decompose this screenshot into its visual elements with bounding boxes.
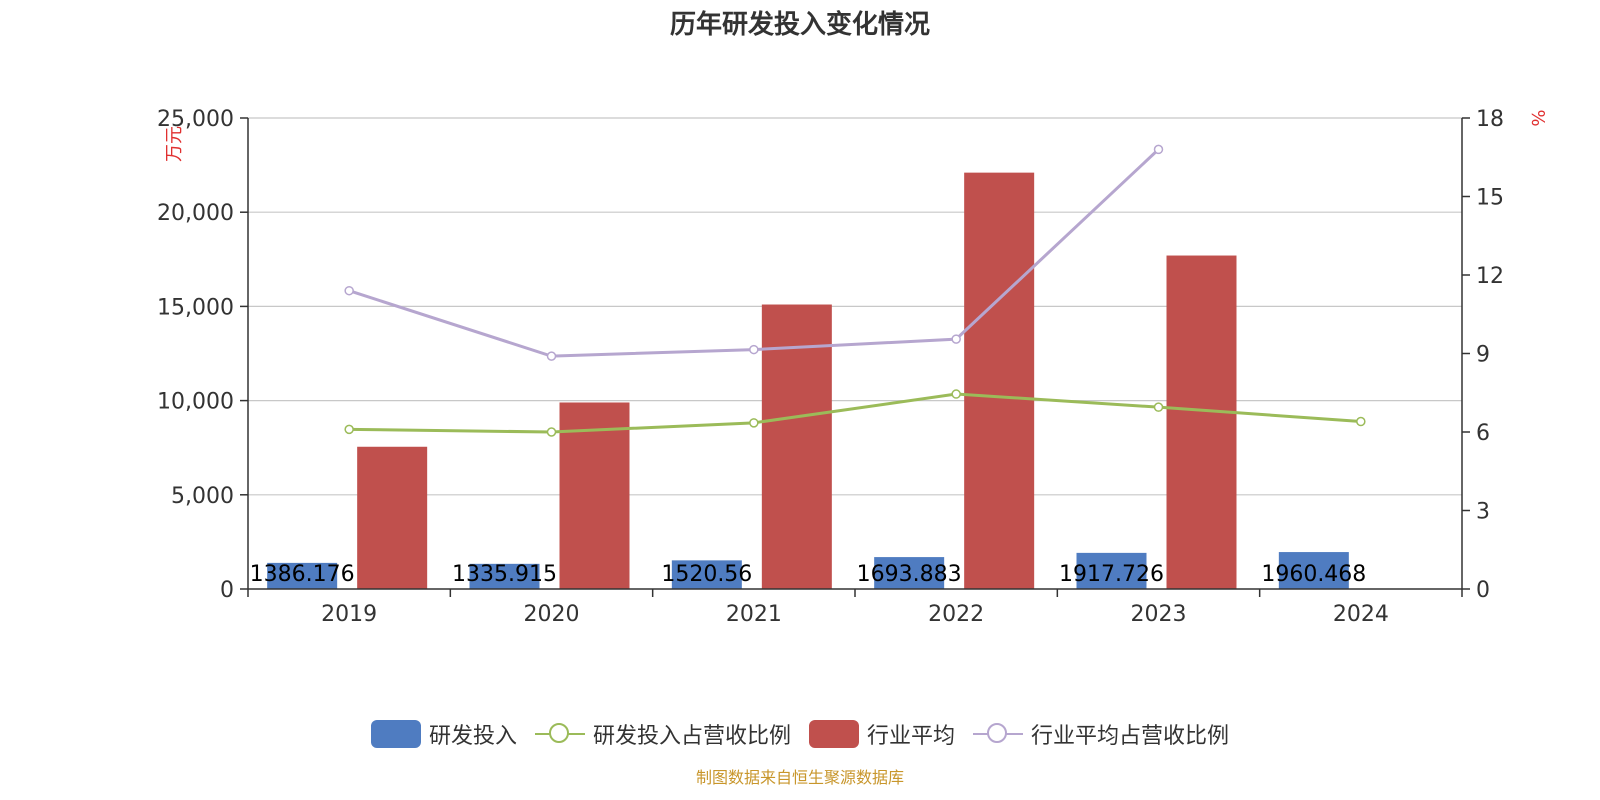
bar-industry [761, 304, 832, 589]
industry-ratio-point [1153, 144, 1164, 155]
legend-label-industry: 行业平均 [867, 724, 956, 749]
bar-industry [357, 446, 428, 589]
legend-swatch-industry-ratio [973, 720, 1024, 748]
rd-ratio-point [546, 427, 557, 437]
rd-ratio-point [951, 389, 961, 399]
rd-ratio-point [749, 418, 759, 428]
y-left-axis-label: 万元 [164, 126, 185, 162]
bar-label-rd: 1520.56 [661, 562, 752, 587]
rd-ratio-point [1153, 402, 1164, 412]
rd-ratio-point [1356, 416, 1366, 427]
bar-rd [1076, 552, 1147, 589]
y-right-tick-label: 6 [1476, 421, 1490, 446]
y-right-tick-label: 15 [1476, 186, 1504, 211]
y-left-tick-label: 20,000 [157, 201, 234, 226]
industry-ratio-point [344, 285, 354, 296]
y-right-tick-label: 0 [1476, 578, 1490, 603]
y-left-tick-label: 15,000 [157, 295, 234, 320]
bar-label-rd: 1693.883 [857, 562, 962, 587]
legend-label-rd-ratio: 研发投入占营收比例 [592, 724, 791, 749]
legend-item-rd[interactable]: 研发投入 [370, 718, 517, 750]
source-note: 制图数据来自恒生聚源数据库 [695, 768, 904, 787]
bar-industry [964, 172, 1035, 590]
bar-label-rd: 1960.468 [1261, 562, 1366, 587]
y-left-tick-label: 10,000 [157, 390, 234, 415]
bar-rd [874, 557, 945, 589]
x-tick-label: 2023 [1131, 602, 1187, 627]
x-tick-label: 2022 [928, 602, 984, 627]
bar-rd [671, 560, 742, 589]
industry-ratio-point [749, 344, 759, 355]
x-tick-label: 2020 [524, 602, 580, 627]
legend-swatch-rd-ratio [534, 720, 585, 748]
legend-label-rd: 研发投入 [428, 724, 517, 749]
legend-item-industry[interactable]: 行业平均 [809, 718, 955, 750]
bar-rd [469, 563, 540, 589]
y-right-axis-label: % [1527, 109, 1548, 126]
legend-swatch-rd [370, 720, 421, 748]
legend-label-industry-ratio: 行业平均占营收比例 [1031, 724, 1230, 749]
legend: 研发投入 研发投入占营收比例 行业平均 行业平均占营收比例 [0, 718, 1600, 750]
bar-rd [1278, 552, 1349, 589]
bar-industry [1166, 255, 1237, 590]
x-tick-label: 2019 [321, 602, 377, 627]
rd-ratio-point [344, 424, 354, 435]
x-tick-label: 2024 [1333, 602, 1389, 627]
bar-label-rd: 1386.176 [250, 562, 355, 587]
bar-rd [267, 562, 338, 589]
legend-item-industry-ratio[interactable]: 行业平均占营收比例 [973, 718, 1229, 750]
y-right-tick-label: 9 [1476, 343, 1490, 368]
industry-ratio-point [951, 334, 961, 344]
y-right-tick-label: 3 [1476, 500, 1490, 525]
industry-ratio-line [348, 148, 1160, 358]
bar-label-rd: 1917.726 [1059, 562, 1164, 587]
y-right-tick-label: 18 [1476, 107, 1504, 132]
y-left-tick-label: 0 [220, 578, 234, 603]
y-right-tick-label: 12 [1476, 264, 1504, 289]
legend-swatch-industry [809, 720, 859, 748]
legend-item-rd-ratio[interactable]: 研发投入占营收比例 [534, 718, 791, 750]
x-tick-label: 2021 [726, 602, 782, 627]
bar-label-rd: 1335.915 [452, 562, 557, 587]
industry-ratio-point [546, 351, 557, 361]
y-left-tick-label: 5,000 [171, 484, 234, 509]
y-left-tick-label: 25,000 [157, 107, 234, 132]
rd-ratio-line [349, 392, 1361, 434]
chart-title: 历年研发投入变化情况 [669, 10, 930, 40]
bar-industry [559, 402, 630, 589]
